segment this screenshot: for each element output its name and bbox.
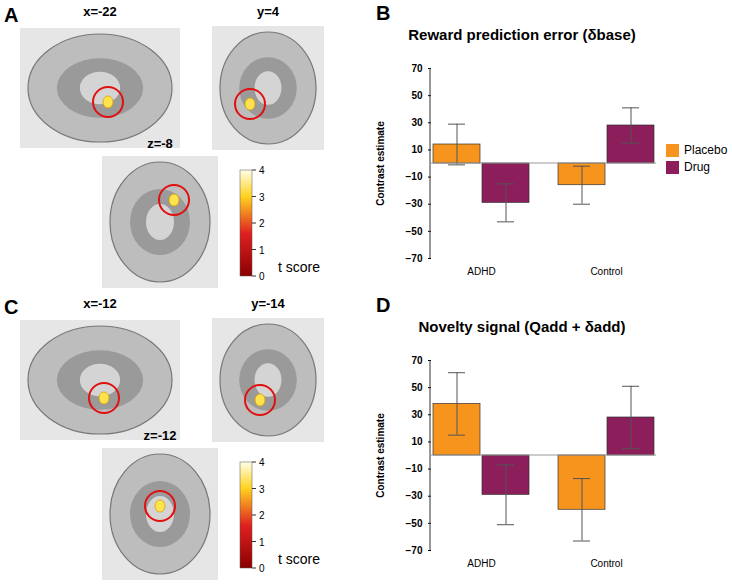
svg-text:y=-14: y=-14 (251, 296, 285, 311)
html-text:Drug: Drug (684, 160, 710, 174)
svg-text:Control: Control (590, 558, 622, 569)
svg-text:2: 2 (259, 510, 265, 521)
svg-text:C: C (4, 296, 18, 318)
svg-text:0: 0 (259, 271, 265, 282)
svg-text:1: 1 (259, 245, 265, 256)
svg-text:−70: −70 (406, 545, 423, 556)
svg-text:4: 4 (259, 457, 265, 468)
svg-text:2: 2 (259, 218, 265, 229)
html-text:Reward prediction error (δbase: Reward prediction error (δbase) (408, 26, 636, 43)
svg-text:−30: −30 (406, 490, 423, 501)
svg-text:A: A (4, 4, 18, 26)
svg-text:−70: −70 (406, 253, 423, 264)
svg-text:−50: −50 (406, 518, 423, 529)
svg-text:50: 50 (411, 90, 423, 101)
svg-text:0: 0 (259, 563, 265, 574)
svg-text:x=-22: x=-22 (83, 4, 117, 19)
svg-text:x=-12: x=-12 (83, 296, 117, 311)
svg-text:−30: −30 (406, 198, 423, 209)
svg-text:30: 30 (411, 409, 423, 420)
svg-text:z=-8: z=-8 (147, 136, 173, 151)
html-text:Placebo: Placebo (684, 143, 728, 157)
html-text:Novelty signal (Qadd + δadd): Novelty signal (Qadd + δadd) (418, 318, 626, 335)
svg-text:z=-12: z=-12 (144, 428, 177, 443)
svg-text:ADHD: ADHD (467, 558, 495, 569)
html-text:B: B (376, 2, 391, 24)
svg-text:10: 10 (411, 436, 423, 447)
svg-text:t score: t score (278, 259, 320, 275)
svg-text:Contrast estimate: Contrast estimate (375, 121, 386, 206)
svg-text:Contrast estimate: Contrast estimate (375, 413, 386, 498)
svg-text:−10: −10 (406, 171, 423, 182)
svg-text:Control: Control (590, 266, 622, 277)
svg-text:3: 3 (259, 192, 265, 203)
svg-text:70: 70 (411, 355, 423, 366)
svg-text:1: 1 (259, 537, 265, 548)
svg-text:4: 4 (259, 165, 265, 176)
svg-text:30: 30 (411, 117, 423, 128)
html-text:D: D (376, 294, 391, 316)
svg-text:10: 10 (411, 144, 423, 155)
svg-text:70: 70 (411, 63, 423, 74)
svg-text:−10: −10 (406, 463, 423, 474)
svg-text:y=4: y=4 (257, 4, 280, 19)
svg-text:t score: t score (278, 551, 320, 567)
svg-text:3: 3 (259, 484, 265, 495)
svg-text:ADHD: ADHD (467, 266, 495, 277)
svg-text:−50: −50 (406, 226, 423, 237)
svg-text:50: 50 (411, 382, 423, 393)
